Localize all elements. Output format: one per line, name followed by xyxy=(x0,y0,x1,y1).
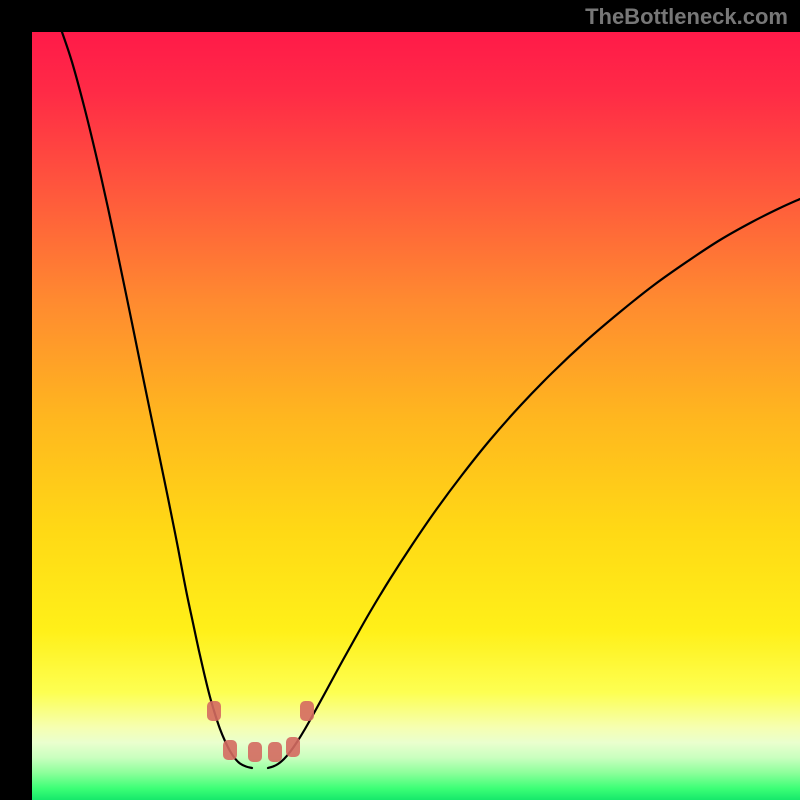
marker-dot xyxy=(248,742,262,762)
watermark-text: TheBottleneck.com xyxy=(585,4,788,30)
left-curve xyxy=(62,32,252,768)
marker-dot xyxy=(268,742,282,762)
marker-dot xyxy=(223,740,237,760)
curves-layer xyxy=(32,32,800,800)
marker-dot xyxy=(300,701,314,721)
right-curve xyxy=(268,199,800,768)
plot-area xyxy=(32,32,800,800)
marker-dot xyxy=(286,737,300,757)
marker-dot xyxy=(207,701,221,721)
